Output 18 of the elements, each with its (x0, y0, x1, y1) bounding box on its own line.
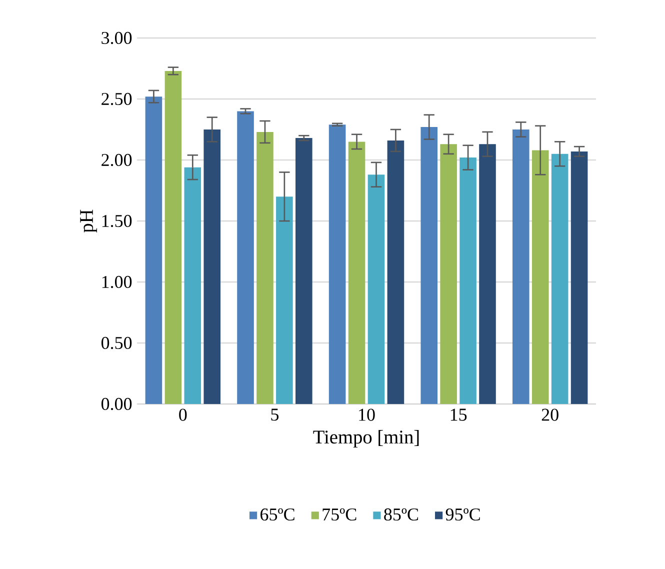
x-axis-title: Tiempo [min] (313, 430, 419, 448)
y-axis-title: pH (80, 210, 97, 232)
legend-label: 75ºC (322, 508, 356, 521)
y-tick-label: 1.00 (102, 276, 132, 288)
x-tick-label: 0 (179, 408, 187, 421)
legend-label: 95ºC (446, 508, 480, 521)
legend-label: 65ºC (260, 508, 294, 521)
y-tick-label: 0.50 (101, 336, 132, 350)
x-tick-label: 5 (271, 408, 278, 421)
y-tick-label: 1.50 (102, 214, 132, 228)
y-tick-label: 0.00 (101, 398, 132, 410)
legend-label: 85ºC (384, 508, 418, 521)
x-tick-label: 20 (542, 408, 558, 421)
x-tick-label: 10 (359, 408, 375, 421)
y-tick-label: 2.50 (102, 92, 132, 106)
y-tick-label: 2.00 (102, 154, 132, 166)
x-tick-label: 15 (450, 408, 467, 421)
y-tick-label: 3.00 (102, 32, 132, 44)
